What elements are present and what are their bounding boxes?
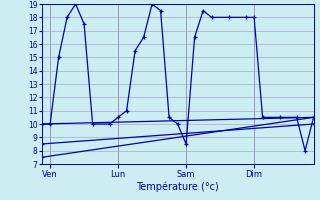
X-axis label: Température (°c): Température (°c) xyxy=(136,181,219,192)
